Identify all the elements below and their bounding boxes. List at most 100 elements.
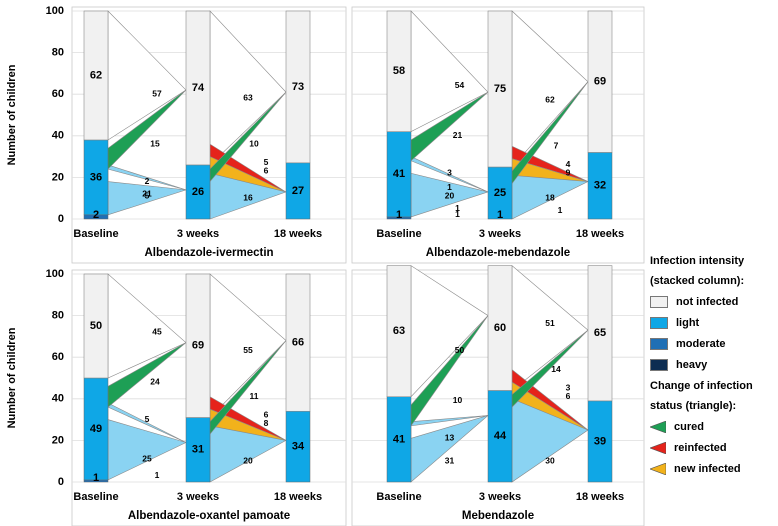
panel-1-bar-0-light-label: 36 <box>90 171 102 183</box>
panel-1-bar-1-notinf-label: 74 <box>192 82 205 94</box>
panel-4-bar-1-light <box>487 390 513 483</box>
panel-2-xtick-1: 3 weeks <box>479 228 521 240</box>
legend-item-reinfected: reinfected <box>650 437 778 458</box>
panel-3-tri1-cured-label: 24 <box>150 376 160 386</box>
legend-triangle-new-infected <box>650 462 666 475</box>
panel-4-bar-0-light-label: 41 <box>393 433 405 445</box>
panel-2-bar-1-notinf <box>487 10 513 168</box>
panel-2-bar-1-light <box>487 166 513 220</box>
panel-1-bar-1-light <box>185 164 211 220</box>
panel-2-tri1-white-label: 1 <box>447 182 452 192</box>
panel-1-bar-2-light-label: 27 <box>292 185 304 197</box>
panel-3-tri2-cured-label: 11 <box>250 391 259 401</box>
panel-1-tri1-cured-label: 15 <box>150 138 160 148</box>
legend-label-not-infected: not infected <box>676 295 739 308</box>
legend-item-heavy: heavy <box>650 354 778 375</box>
panel-3-ytick-80: 80 <box>52 310 64 322</box>
panel-3-bar-2-notinf-label: 66 <box>292 337 304 349</box>
panel-1-ytick-60: 60 <box>52 88 64 100</box>
legend-label-heavy: heavy <box>676 358 708 371</box>
panel-4-xtick-0: Baseline <box>376 491 421 503</box>
panel-1-bar-0-notinf-label: 62 <box>90 69 102 81</box>
panel-1-flow2-notinf <box>209 10 287 166</box>
panel-4-bar-0-light <box>386 396 412 483</box>
panel-1-bar-2-notinf <box>285 10 311 164</box>
panel-2-bar-0-light-label: 41 <box>393 168 405 180</box>
legend-item-moderate: moderate <box>650 333 778 354</box>
panel-2-tri1-newinf-label: 3 <box>447 167 452 177</box>
panel-3-flow1-notinf <box>107 273 187 379</box>
panel-1-bar-0-light <box>83 139 109 216</box>
panel-3-bar-2-notinf <box>285 273 311 412</box>
panel-3-bar-2-light-label: 34 <box>292 441 305 453</box>
panel-2-bar-0-notinf-label: 58 <box>393 65 405 77</box>
panel-3-ytick-60: 60 <box>52 351 64 363</box>
panel-2-flow1-notinf <box>410 10 489 133</box>
legend-triangle-cured <box>650 420 666 433</box>
panel-4-bar-0-notinf-label: 63 <box>393 325 405 337</box>
panel-3-tri2-light-label: 20 <box>243 455 253 465</box>
panel-3-bar-1-notinf <box>185 273 211 418</box>
panel-3-ytick-40: 40 <box>52 393 64 405</box>
legend-item-light: light <box>650 312 778 333</box>
panel-1-bar-0-notinf <box>83 10 109 141</box>
panel-2-bar-2-notinf <box>587 10 613 153</box>
panel-4-tri1-notinf-label: 50 <box>455 345 465 355</box>
panel-2-tri1-light-label: 20 <box>445 190 455 200</box>
panel-1-bar-1-notinf <box>185 10 211 166</box>
panel-3-ylabel: Number of children <box>6 327 18 428</box>
panel-2-bar-0-light <box>386 131 412 218</box>
panel-1-frame <box>71 6 347 264</box>
panel-1-xtick-2: 18 weeks <box>274 228 322 240</box>
legend-item-new-infected: new infected <box>650 458 778 479</box>
panel-2-xtick-0: Baseline <box>376 228 421 240</box>
panel-3-xtick-1: 3 weeks <box>177 491 219 503</box>
panel-2-flow2-notinf <box>511 10 589 168</box>
panel-1-ytick-100: 100 <box>46 5 64 17</box>
legend-swatch-heavy <box>650 358 668 371</box>
panel-3-tri1-newinf-label: 5 <box>145 414 150 424</box>
panel-3-tri2-newinf-label: 8 <box>264 418 269 428</box>
panel-2-tri2-light-label: 18 <box>545 192 555 202</box>
panel-1-tri1-light-label: 21 <box>142 188 152 198</box>
panel-2-xtick-2: 18 weeks <box>576 228 624 240</box>
panel-3-xtick-0: Baseline <box>73 491 118 503</box>
panel-3-tri1-mod-label: 1 <box>155 470 160 480</box>
panel-2-tri2-mod-label: 1 <box>558 205 563 215</box>
panel-3-bar-2-light <box>285 411 311 483</box>
panel-2-tri1-mod-a-label: 1 <box>455 203 460 213</box>
panel-3-bar-0-notinf-label: 50 <box>90 320 102 332</box>
panel-2-tri2-reinf-label: 4 <box>566 159 571 169</box>
panel-3-bar-0-notinf <box>83 273 109 379</box>
panel-1-bar-2-notinf-label: 73 <box>292 81 304 93</box>
legend-item-cured: cured <box>650 416 778 437</box>
panel-1-tri2-cured-label: 10 <box>249 138 259 148</box>
legend-change-title: Change of infection status (triangle): <box>650 380 753 412</box>
panel-1-tri1-notinf-label: 57 <box>152 88 162 98</box>
panel-4-tri2-notinf-label: 51 <box>545 318 555 328</box>
panel-4-xtick-2: 18 weeks <box>576 491 624 503</box>
panel-3-ytick-100: 100 <box>46 268 64 280</box>
panel-3-tri2-reinf-label: 6 <box>264 410 269 420</box>
panel-2-frame <box>351 6 645 264</box>
panel-3-bar-0-light-label: 49 <box>90 423 102 435</box>
panel-1-ytick-40: 40 <box>52 130 64 142</box>
legend-label-reinfected: reinfected <box>674 441 727 454</box>
panel-2-bar-0-notinf <box>386 10 412 132</box>
panel-2-title: Albendazole-mebendazole <box>426 247 570 259</box>
panel-3-bar-1-notinf-label: 69 <box>192 340 204 352</box>
panel-3-ytick-0: 0 <box>58 476 64 488</box>
panel-1-xtick-1: 3 weeks <box>177 228 219 240</box>
panel-1-tri1-newinf-label: 2 <box>145 176 150 186</box>
panel-4-tri2-newinf-label: 6 <box>566 391 571 401</box>
panel-1-bar-0-bottom-label: 2 <box>93 209 99 221</box>
panel-4-xtick-1: 3 weeks <box>479 491 521 503</box>
panel-4-tri1-cured-label: 10 <box>453 395 463 405</box>
panel-3-tri2-notinf-label: 55 <box>243 345 253 355</box>
panel-1-ytick-0: 0 <box>58 213 64 225</box>
panel-2-tri2-newinf-label: 9 <box>566 167 571 177</box>
panel-4-title: Mebendazole <box>462 510 534 522</box>
panel-4-tri2-reinf-label: 3 <box>566 383 571 393</box>
panel-4-tri2-light-label: 30 <box>545 455 555 465</box>
